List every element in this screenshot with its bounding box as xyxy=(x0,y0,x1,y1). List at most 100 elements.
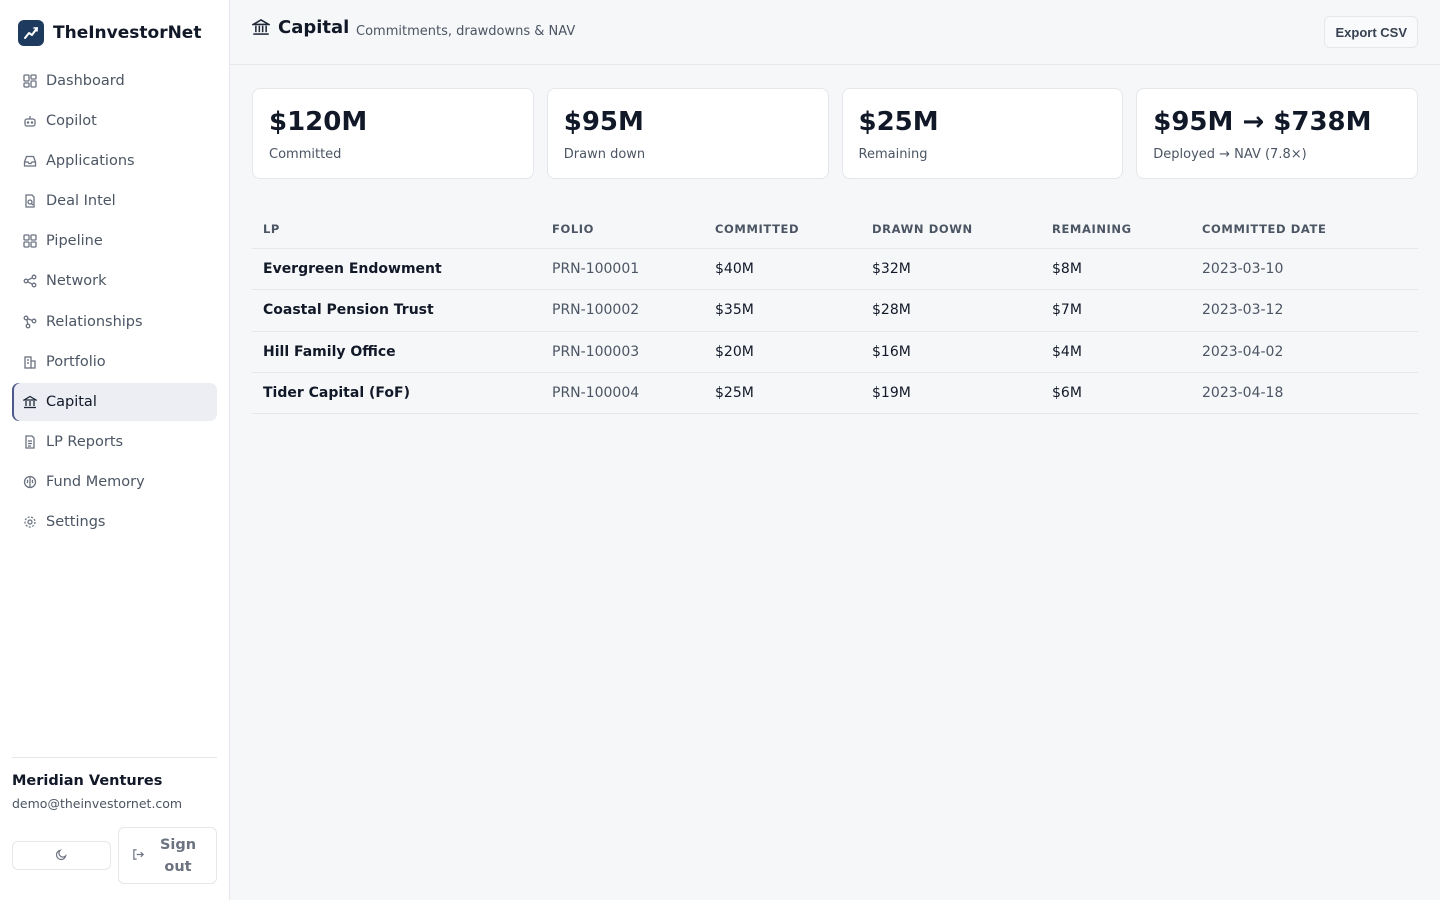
sidebar-item-dashboard[interactable]: Dashboard xyxy=(12,62,217,100)
stat-label: Committed xyxy=(269,147,342,162)
column-header-folio[interactable]: FOLIO xyxy=(552,222,595,236)
commitments-table: LP FOLIO COMMITTED DRAWN DOWN REMAINING … xyxy=(252,210,1418,415)
cell-drawn-down: $32M xyxy=(872,261,911,278)
stat-label: Drawn down xyxy=(563,147,646,162)
cell-remaining: $4M xyxy=(1052,343,1082,360)
stat-label: Deployed → NAV (7.8×) xyxy=(1153,147,1307,162)
cell-lp: Coastal Pension Trust xyxy=(263,302,434,319)
share-icon xyxy=(22,273,38,289)
column-header-remaining[interactable]: REMAINING xyxy=(1052,222,1132,236)
robot-icon xyxy=(22,113,38,129)
sidebar-item-label: Copilot xyxy=(46,113,97,130)
gear-icon xyxy=(22,514,38,530)
cell-drawn-down: $16M xyxy=(872,343,911,360)
page-header: Capital Commitments, drawdowns & NAV Exp… xyxy=(230,0,1440,65)
cell-committed-date: 2023-04-02 xyxy=(1202,343,1284,360)
sidebar-item-label: Fund Memory xyxy=(46,473,145,490)
cell-committed-date: 2023-04-18 xyxy=(1202,385,1284,402)
column-header-lp[interactable]: LP xyxy=(263,222,280,236)
cell-remaining: $8M xyxy=(1052,261,1082,278)
cell-remaining: $6M xyxy=(1052,385,1082,402)
sign-out-label: Sign out xyxy=(159,836,197,875)
brand-logo-icon xyxy=(18,20,44,46)
cell-committed: $20M xyxy=(715,343,754,360)
cell-folio: PRN-100001 xyxy=(552,261,640,278)
cell-committed: $40M xyxy=(715,261,754,278)
stat-card-drawn-down: $95M Drawn down xyxy=(546,88,829,179)
stat-value: $25M xyxy=(858,107,939,137)
sidebar-item-lp-reports[interactable]: LP Reports xyxy=(12,423,217,461)
stat-value: $120M xyxy=(269,107,368,137)
stat-label: Remaining xyxy=(858,147,928,162)
column-header-drawn-down[interactable]: DRAWN DOWN xyxy=(872,222,973,236)
sidebar-item-fund-memory[interactable]: Fund Memory xyxy=(12,463,217,501)
cell-lp: Evergreen Endowment xyxy=(263,261,442,278)
stat-cards: $120M Committed $95M Drawn down $25M Rem… xyxy=(252,88,1418,179)
cell-drawn-down: $28M xyxy=(872,302,911,319)
sidebar: TheInvestorNet Dashboard Copilot Applica… xyxy=(0,0,230,900)
sign-out-button[interactable]: Sign out xyxy=(118,827,217,884)
sidebar-item-applications[interactable]: Applications xyxy=(12,142,217,180)
org-name: Meridian Ventures xyxy=(12,773,163,789)
bank-icon xyxy=(250,18,272,40)
document-search-icon xyxy=(22,193,38,209)
sidebar-item-label: Settings xyxy=(46,514,106,531)
sidebar-item-label: Pipeline xyxy=(46,233,103,250)
cell-committed: $35M xyxy=(715,302,754,319)
brand[interactable]: TheInvestorNet xyxy=(18,20,201,46)
brand-name: TheInvestorNet xyxy=(53,23,202,43)
sidebar-item-copilot[interactable]: Copilot xyxy=(12,102,217,140)
sidebar-item-pipeline[interactable]: Pipeline xyxy=(12,222,217,260)
cell-committed: $25M xyxy=(715,385,754,402)
sidebar-item-portfolio[interactable]: Portfolio xyxy=(12,343,217,381)
cell-folio: PRN-100002 xyxy=(552,302,640,319)
sidebar-item-label: Deal Intel xyxy=(46,193,116,210)
sidebar-item-deal-intel[interactable]: Deal Intel xyxy=(12,182,217,220)
stat-value: $95M xyxy=(563,107,644,137)
sidebar-item-label: Relationships xyxy=(46,313,143,330)
inbox-icon xyxy=(22,153,38,169)
sidebar-nav: Dashboard Copilot Applications Deal Inte… xyxy=(12,62,217,543)
sidebar-item-label: Portfolio xyxy=(46,353,106,370)
nodes-icon xyxy=(22,314,38,330)
sidebar-item-settings[interactable]: Settings xyxy=(12,503,217,541)
buildings-icon xyxy=(22,354,38,370)
stat-card-nav: $95M → $738M Deployed → NAV (7.8×) xyxy=(1136,88,1418,179)
table-row[interactable]: Hill Family Office PRN-100003 $20M $16M … xyxy=(252,332,1418,373)
column-header-committed-date[interactable]: COMMITTED DATE xyxy=(1202,222,1327,236)
sidebar-item-capital[interactable]: Capital xyxy=(12,382,217,421)
sidebar-item-label: Dashboard xyxy=(46,73,125,89)
table-header: LP FOLIO COMMITTED DRAWN DOWN REMAINING … xyxy=(252,210,1418,249)
sidebar-footer: Meridian Ventures demo@theinvestornet.co… xyxy=(12,757,217,884)
sidebar-item-label: Capital xyxy=(46,393,97,410)
cell-lp: Hill Family Office xyxy=(263,343,396,360)
page-subtitle: Commitments, drawdowns & NAV xyxy=(356,24,576,39)
cell-folio: PRN-100004 xyxy=(552,385,640,402)
cell-drawn-down: $19M xyxy=(872,385,911,402)
sidebar-item-label: LP Reports xyxy=(46,433,124,450)
page-title: Capital xyxy=(278,17,350,38)
stat-card-committed: $120M Committed xyxy=(252,88,534,179)
table-row[interactable]: Tider Capital (FoF) PRN-100004 $25M $19M… xyxy=(252,373,1418,415)
file-text-icon xyxy=(22,434,38,450)
sidebar-item-relationships[interactable]: Relationships xyxy=(12,303,217,341)
grid-icon xyxy=(22,233,38,249)
brain-icon xyxy=(22,474,38,490)
export-csv-button[interactable]: Export CSV xyxy=(1324,16,1418,48)
sidebar-item-label: Applications xyxy=(46,153,135,170)
bank-icon xyxy=(22,394,38,410)
stat-card-remaining: $25M Remaining xyxy=(841,88,1124,179)
column-header-committed[interactable]: COMMITTED xyxy=(715,222,800,236)
cell-lp: Tider Capital (FoF) xyxy=(263,385,410,402)
user-email: demo@theinvestornet.com xyxy=(12,796,183,811)
table-row[interactable]: Evergreen Endowment PRN-100001 $40M $32M… xyxy=(252,249,1418,291)
cell-folio: PRN-100003 xyxy=(552,343,640,360)
cell-committed-date: 2023-03-10 xyxy=(1202,261,1284,278)
table-row[interactable]: Coastal Pension Trust PRN-100002 $35M $2… xyxy=(252,290,1418,332)
logout-icon xyxy=(132,846,145,865)
stat-value: $95M → $738M xyxy=(1153,107,1372,137)
moon-icon xyxy=(55,846,68,865)
sidebar-item-network[interactable]: Network xyxy=(12,262,217,300)
cell-remaining: $7M xyxy=(1052,302,1082,319)
theme-toggle-button[interactable] xyxy=(12,841,111,870)
